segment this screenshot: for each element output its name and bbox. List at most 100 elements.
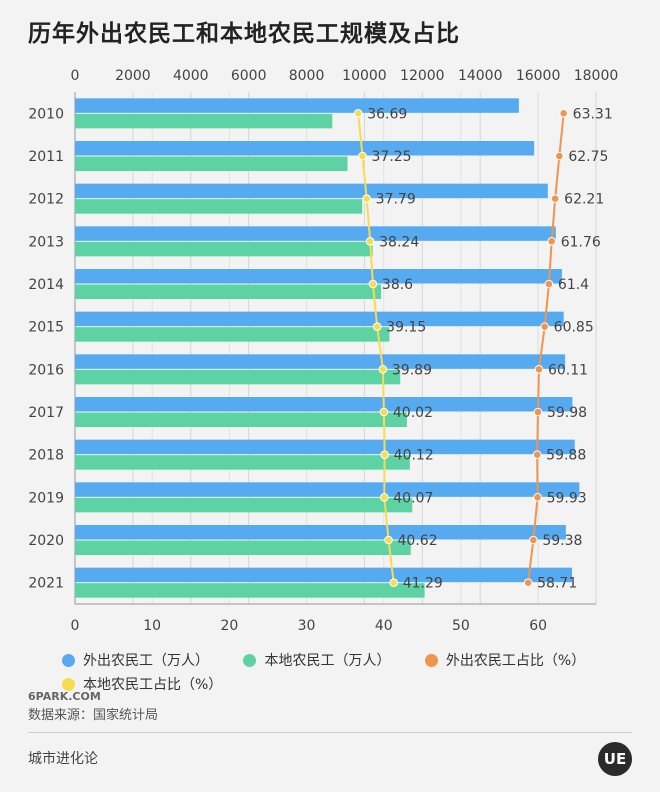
point-local-share bbox=[365, 237, 375, 246]
legend-item-outbound-workers: 外出农民工（万人） bbox=[62, 648, 209, 672]
category-label: 2017 bbox=[28, 405, 64, 421]
data-label-local-share: 37.25 bbox=[372, 149, 412, 165]
data-label-local-share: 39.15 bbox=[386, 320, 426, 336]
point-outbound-share bbox=[532, 450, 542, 459]
category-label: 2020 bbox=[28, 533, 64, 549]
bar-local-workers bbox=[75, 540, 411, 555]
category-label: 2014 bbox=[28, 277, 64, 293]
top-tick-label: 6000 bbox=[231, 68, 267, 84]
legend-label: 外出农民工（万人） bbox=[83, 653, 209, 669]
point-local-share bbox=[372, 322, 382, 331]
bottom-tick-label: 50 bbox=[452, 618, 470, 634]
data-label-local-share: 40.12 bbox=[394, 448, 434, 464]
bar-outbound-workers bbox=[75, 269, 562, 284]
point-outbound-share bbox=[550, 194, 560, 203]
category-label: 2012 bbox=[28, 192, 64, 208]
category-label: 2011 bbox=[28, 149, 64, 165]
bar-outbound-workers bbox=[75, 98, 519, 113]
bar-local-workers bbox=[75, 455, 410, 470]
chart-legend: 外出农民工（万人） 本地农民工（万人） 外出农民工占比（%） 本地农民工占比（%… bbox=[62, 648, 642, 696]
point-outbound-share bbox=[540, 322, 549, 331]
data-label-local-share: 40.07 bbox=[393, 490, 433, 506]
bar-outbound-workers bbox=[75, 397, 573, 412]
data-label-outbound-share: 59.38 bbox=[542, 533, 582, 549]
point-local-share bbox=[389, 578, 398, 587]
bar-local-workers bbox=[75, 156, 348, 171]
category-label: 2018 bbox=[28, 448, 64, 464]
data-label-outbound-share: 60.11 bbox=[548, 362, 588, 378]
data-label-local-share: 38.24 bbox=[379, 234, 419, 250]
bar-outbound-workers bbox=[75, 525, 566, 540]
bar-outbound-workers bbox=[75, 567, 573, 583]
data-label-local-share: 40.02 bbox=[393, 405, 433, 421]
point-outbound-share bbox=[555, 151, 564, 161]
point-outbound-share bbox=[547, 237, 556, 246]
bar-line-chart: 0 2000 4000 6000 8000 10000 12000 14000 16000 180… bbox=[28, 68, 618, 634]
bottom-tick-label: 20 bbox=[220, 618, 238, 634]
legend-label: 本地农民工（万人） bbox=[264, 653, 391, 669]
category-label: 2019 bbox=[28, 490, 64, 506]
point-outbound-share bbox=[533, 493, 542, 502]
bottom-tick-label: 10 bbox=[143, 618, 161, 634]
top-tick-label: 4000 bbox=[173, 68, 209, 84]
bar-outbound-workers bbox=[75, 439, 575, 455]
point-outbound-share bbox=[523, 578, 533, 587]
point-local-share bbox=[362, 194, 371, 203]
category-label: 2016 bbox=[28, 362, 64, 378]
forum-watermark: 6PARK.COM bbox=[28, 690, 101, 703]
data-label-outbound-share: 61.76 bbox=[561, 234, 601, 250]
bar-local-workers bbox=[75, 284, 382, 299]
legend-item-outbound-share: 外出农民工占比（%） bbox=[424, 648, 586, 672]
point-local-share bbox=[380, 450, 389, 459]
point-outbound-share bbox=[559, 109, 568, 118]
top-tick-label: 16000 bbox=[516, 68, 561, 84]
point-local-share bbox=[378, 365, 388, 374]
data-label-outbound-share: 59.98 bbox=[547, 405, 587, 421]
bottom-tick-label: 60 bbox=[529, 618, 547, 634]
legend-swatch bbox=[424, 653, 438, 667]
data-label-local-share: 38.6 bbox=[382, 277, 413, 293]
top-tick-label: 10000 bbox=[342, 68, 387, 84]
chart-title: 历年外出农民工和本地农民工规模及占比 bbox=[28, 21, 460, 47]
point-local-share bbox=[368, 279, 378, 289]
bar-local-workers bbox=[75, 369, 401, 385]
legend-swatch bbox=[243, 653, 257, 667]
bar-outbound-workers bbox=[75, 311, 564, 327]
legend-item-local-share: 本地农民工占比（%） bbox=[62, 672, 222, 696]
legend-item-local-workers: 本地农民工（万人） bbox=[243, 648, 390, 672]
top-tick-label: 8000 bbox=[289, 68, 325, 84]
footer-divider bbox=[28, 732, 632, 733]
top-tick-label: 12000 bbox=[400, 68, 445, 84]
bar-local-workers bbox=[75, 199, 363, 214]
top-tick-label: 2000 bbox=[115, 68, 151, 84]
data-label-local-share: 40.62 bbox=[398, 533, 438, 549]
data-label-outbound-share: 62.21 bbox=[564, 192, 604, 208]
brand-logo: UE bbox=[598, 742, 632, 776]
bar-local-workers bbox=[75, 241, 373, 257]
bar-local-workers bbox=[75, 497, 413, 513]
data-label-local-share: 41.29 bbox=[403, 576, 443, 592]
bar-outbound-workers bbox=[75, 183, 548, 199]
data-source: 数据来源：国家统计局 bbox=[28, 708, 159, 723]
data-label-local-share: 39.89 bbox=[392, 362, 432, 378]
legend-label: 外出农民工占比（%） bbox=[445, 653, 586, 669]
data-label-outbound-share: 58.71 bbox=[537, 576, 577, 592]
point-outbound-share bbox=[533, 407, 543, 417]
data-label-outbound-share: 61.4 bbox=[558, 277, 589, 293]
category-label: 2021 bbox=[28, 576, 64, 592]
point-local-share bbox=[384, 535, 393, 545]
legend-label: 本地农民工占比（%） bbox=[83, 677, 223, 693]
bar-outbound-workers bbox=[75, 141, 535, 156]
data-label-outbound-share: 60.85 bbox=[554, 320, 594, 336]
bar-outbound-workers bbox=[75, 482, 580, 497]
bottom-tick-label: 30 bbox=[298, 618, 316, 634]
data-label-outbound-share: 59.88 bbox=[546, 448, 586, 464]
point-outbound-share bbox=[534, 365, 544, 374]
point-outbound-share bbox=[544, 279, 554, 289]
top-tick-label: 0 bbox=[71, 68, 80, 84]
point-local-share bbox=[379, 407, 389, 417]
category-label: 2013 bbox=[28, 234, 64, 250]
category-label: 2015 bbox=[28, 320, 64, 336]
bar-local-workers bbox=[75, 583, 425, 598]
bar-local-workers bbox=[75, 412, 407, 427]
